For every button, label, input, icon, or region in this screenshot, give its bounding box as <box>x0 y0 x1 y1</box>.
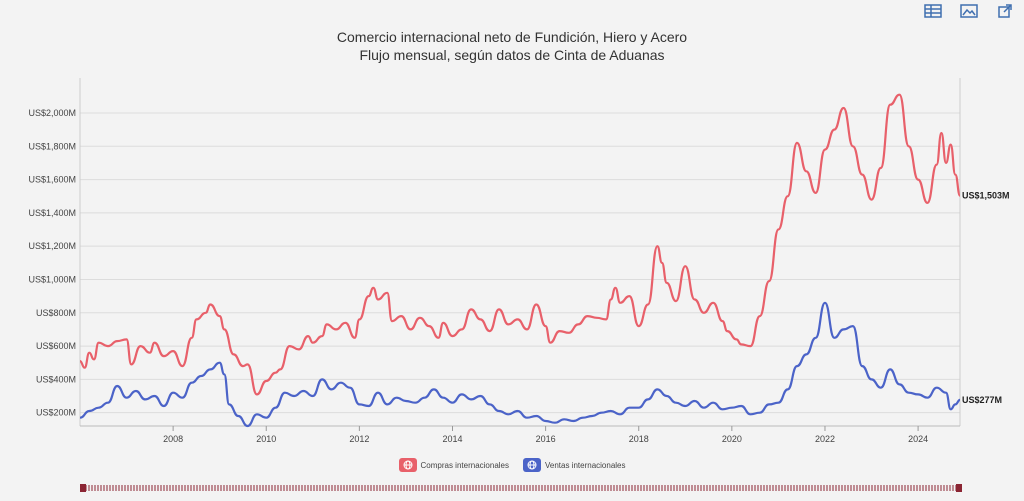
external-link-icon[interactable] <box>994 2 1016 20</box>
legend-item-ventas[interactable]: Ventas internacionales <box>523 458 626 472</box>
series-line-compras <box>79 93 962 396</box>
y-tick-label: US$1,000M <box>28 274 76 284</box>
x-tick-label: 2008 <box>163 434 183 444</box>
x-tick-label: 2022 <box>815 434 835 444</box>
y-tick-label: US$1,600M <box>28 175 76 185</box>
end-label-ventas: US$277M <box>962 395 1002 405</box>
x-tick-label: 2020 <box>722 434 742 444</box>
y-tick-label: US$1,200M <box>28 241 76 251</box>
y-tick-label: US$1,400M <box>28 208 76 218</box>
y-tick-label: US$400M <box>36 374 76 384</box>
x-tick-label: 2018 <box>629 434 649 444</box>
y-tick-label: US$1,800M <box>28 141 76 151</box>
table-icon[interactable] <box>922 2 944 20</box>
image-icon[interactable] <box>958 2 980 20</box>
series-line-ventas <box>79 301 961 428</box>
legend-label-ventas: Ventas internacionales <box>545 460 626 470</box>
time-range-scrollbar[interactable] <box>80 484 962 492</box>
x-tick-label: 2014 <box>442 434 462 444</box>
chart-subtitle: Flujo mensual, según datos de Cinta de A… <box>359 47 665 63</box>
y-tick-label: US$800M <box>36 308 76 318</box>
x-tick-label: 2010 <box>256 434 276 444</box>
y-tick-label: US$2,000M <box>28 108 76 118</box>
chart-title: Comercio internacional neto de Fundición… <box>336 29 688 45</box>
globe-icon <box>523 458 541 472</box>
line-chart: US$200M US$400M US$600M US$800M US$1,000M US$… <box>28 78 1010 444</box>
y-tick-label: US$600M <box>36 341 76 351</box>
x-tick-label: 2012 <box>349 434 369 444</box>
x-tick-label: 2016 <box>536 434 556 444</box>
legend-label-compras: Compras internacionales <box>420 460 510 470</box>
legend-item-compras[interactable]: Compras internacionales <box>398 458 510 472</box>
globe-icon <box>398 458 417 472</box>
scrollbar-ticks <box>80 485 962 491</box>
x-tick-label: 2024 <box>908 434 928 444</box>
chart-toolbar <box>922 2 1016 20</box>
y-tick-label: US$200M <box>36 408 76 418</box>
chart-header: Comercio internacional neto de Fundición… <box>0 28 1024 64</box>
scrollbar-right-handle[interactable] <box>956 484 962 492</box>
end-label-compras: US$1,503M <box>962 191 1010 201</box>
chart-legend: Compras internacionales Ventas internaci… <box>0 458 1024 472</box>
scrollbar-left-handle[interactable] <box>80 484 86 492</box>
